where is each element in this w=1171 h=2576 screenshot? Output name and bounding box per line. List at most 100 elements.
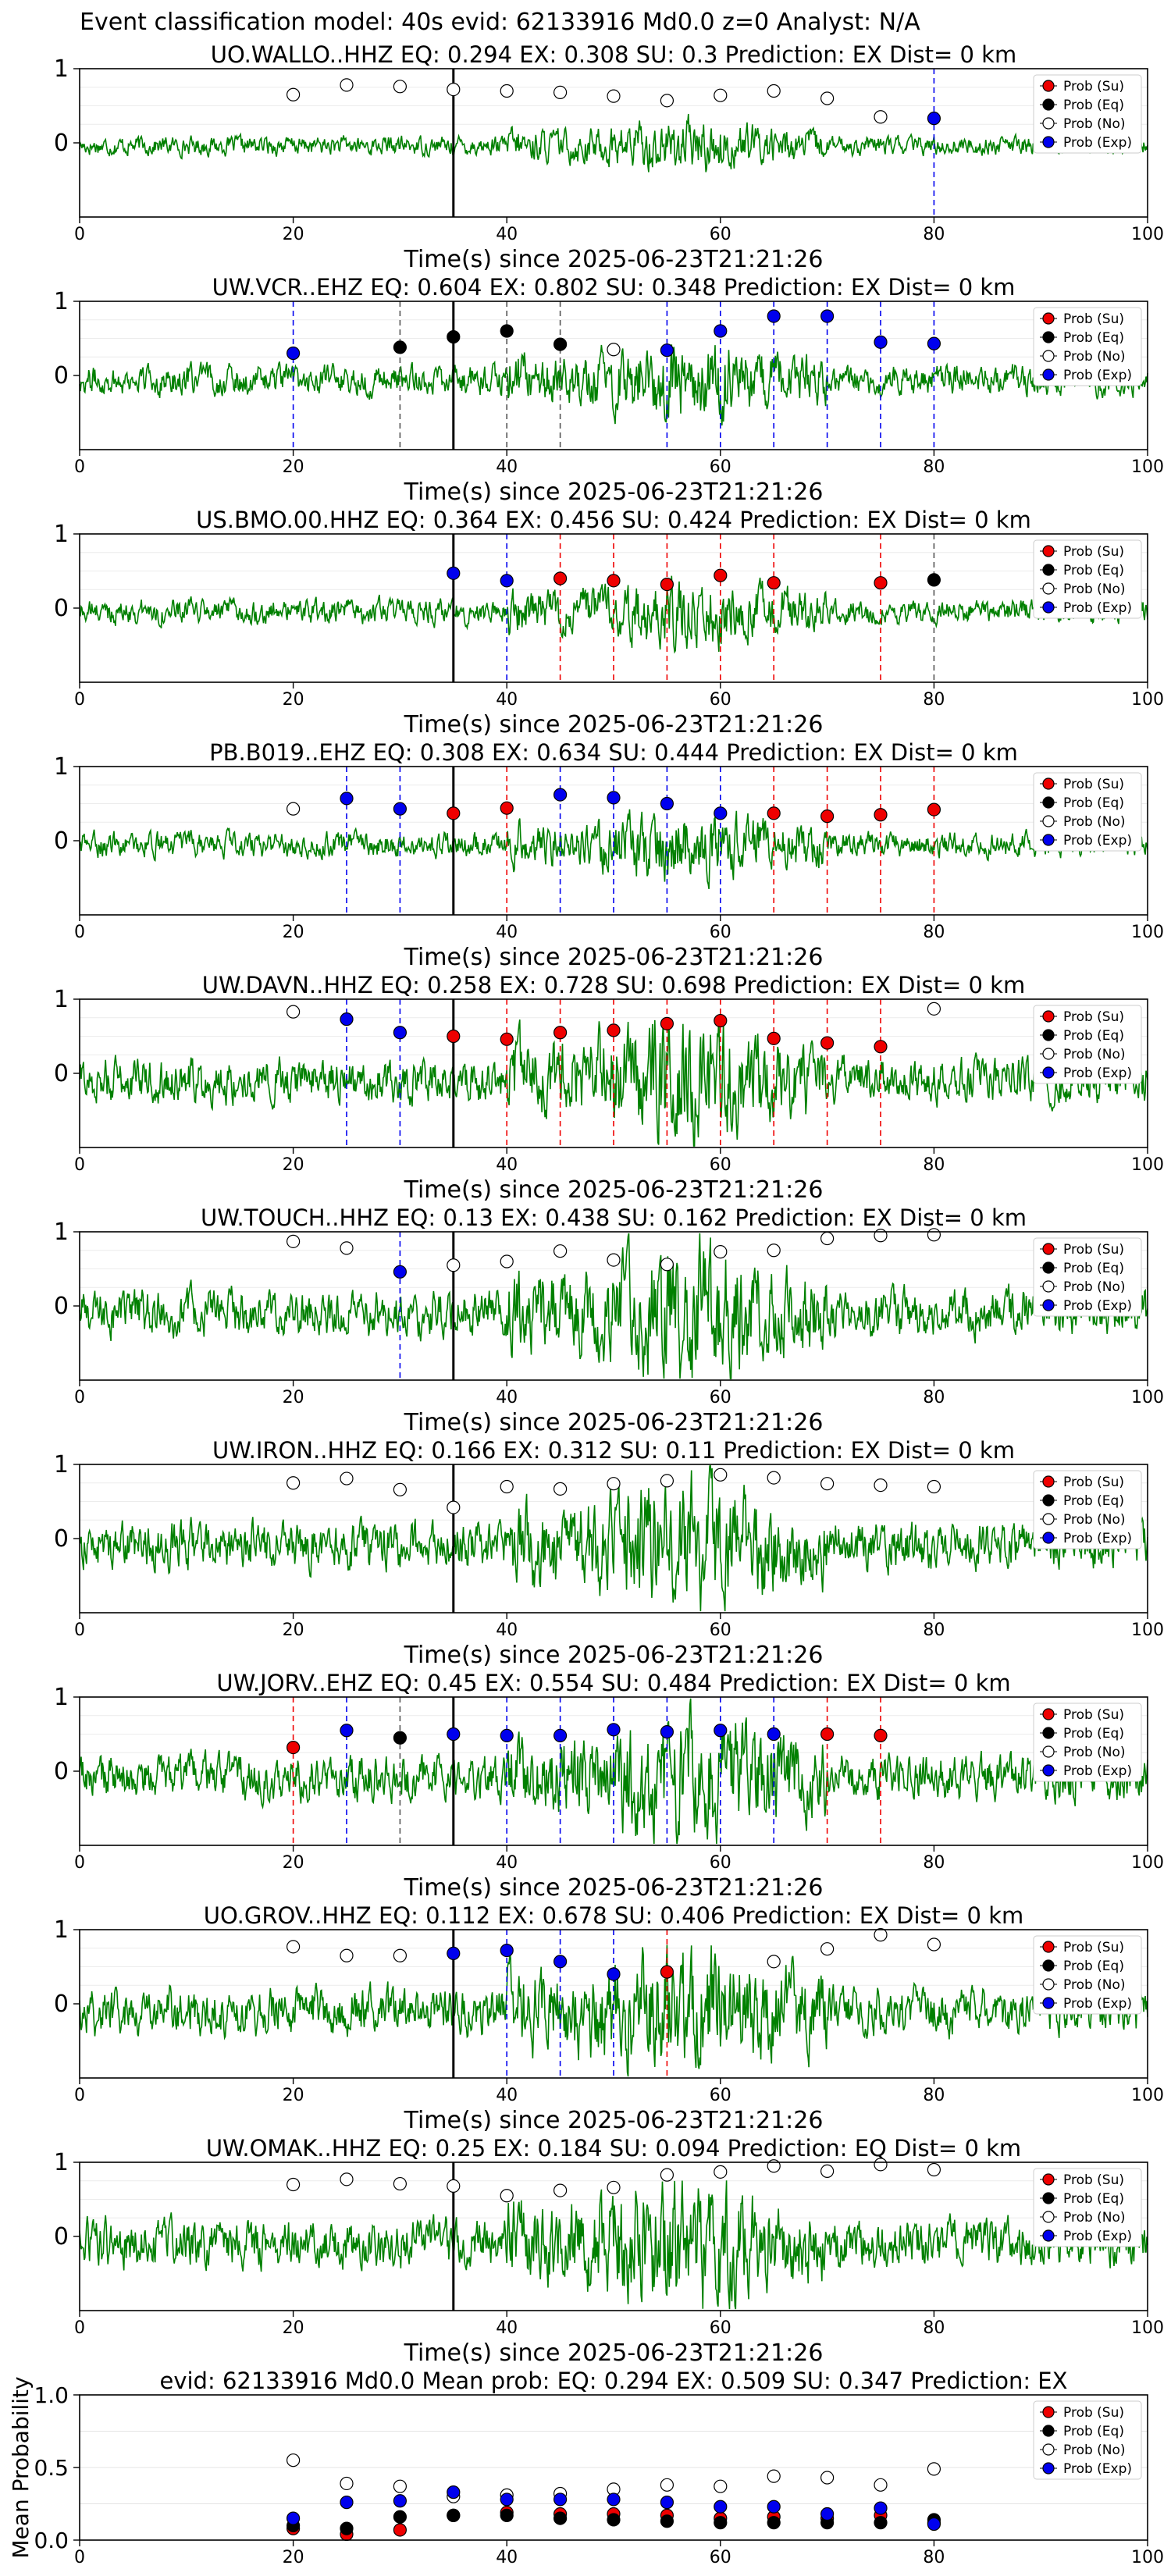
x-tick-label: 20: [283, 1621, 304, 1640]
prob-marker-no: [287, 87, 301, 101]
x-tick-label: 100: [1131, 1853, 1164, 1873]
legend-label-eq: Prob (Eq): [1063, 1261, 1124, 1276]
mean-marker-exp: [393, 2494, 408, 2508]
prob-marker-no: [714, 2165, 728, 2179]
mean-marker-exp: [500, 2492, 514, 2507]
legend: Prob (Su) Prob (Eq) Prob (No) Prob (Exp): [1033, 1703, 1142, 1782]
x-tick-label: 20: [283, 1155, 304, 1175]
prob-marker-eq: [553, 337, 568, 351]
legend-marker-su: [1042, 1475, 1055, 1488]
x-tick-label: 40: [496, 923, 518, 942]
prob-marker-exp: [820, 309, 835, 323]
prob-marker-no: [340, 1471, 354, 1485]
prob-marker-no: [500, 2189, 514, 2203]
station-panel-3: US.BMO.00.HHZ EQ: 0.364 EX: 0.456 SU: 0.…: [54, 507, 1164, 738]
x-tick-label: 100: [1131, 2548, 1164, 2567]
x-tick-label: 60: [710, 457, 731, 477]
legend: Prob (Su) Prob (Eq) Prob (No) Prob (Exp): [1033, 1005, 1142, 1084]
legend-label-eq: Prob (Eq): [1063, 330, 1124, 346]
legend-frame: [1033, 1005, 1142, 1084]
waveform-trace: [79, 1698, 1148, 1845]
mean-marker-eq: [340, 2521, 354, 2535]
x-tick-label: 80: [923, 225, 945, 244]
legend-marker-eq: [1042, 1727, 1055, 1739]
legend-marker-su: [1042, 545, 1055, 557]
prob-marker-exp: [767, 309, 781, 323]
y-tick-label: 0: [54, 1525, 69, 1553]
legend-label-eq: Prob (Eq): [1063, 1493, 1124, 1509]
mean-marker-no: [820, 2471, 835, 2485]
prob-marker-exp: [874, 335, 888, 349]
prob-marker-exp: [714, 1724, 728, 1738]
prob-marker-no: [714, 88, 728, 102]
prob-marker-su: [607, 574, 621, 588]
legend-marker-exp: [1042, 136, 1055, 148]
prob-marker-no: [287, 1940, 301, 1954]
mean-marker-eq: [447, 2508, 461, 2522]
x-tick-label: 80: [923, 1155, 945, 1175]
prob-marker-no: [820, 91, 835, 105]
panel-title: UW.VCR..EHZ EQ: 0.604 EX: 0.802 SU: 0.34…: [212, 274, 1016, 301]
prob-marker-no: [287, 1476, 301, 1490]
prob-marker-exp: [553, 788, 568, 802]
mean-marker-eq: [714, 2516, 728, 2530]
legend-label-su: Prob (Su): [1063, 777, 1124, 792]
legend-marker-no: [1042, 2211, 1055, 2223]
x-tick-label: 60: [710, 2548, 731, 2567]
prob-marker-exp: [340, 1724, 354, 1738]
legend-label-eq: Prob (Eq): [1063, 1028, 1124, 1044]
x-tick-label: 20: [283, 2318, 304, 2338]
legend-marker-su: [1042, 1243, 1055, 1255]
x-tick-label: 60: [710, 225, 731, 244]
waveform-trace: [79, 1233, 1148, 1379]
mean-marker-no: [714, 2479, 728, 2493]
x-tick-label: 100: [1131, 2086, 1164, 2105]
legend-label-eq: Prob (Eq): [1063, 795, 1124, 811]
legend-label-su: Prob (Su): [1063, 1009, 1124, 1025]
mean-marker-no: [767, 2469, 781, 2483]
prob-marker-exp: [607, 791, 621, 805]
mean-marker-eq: [660, 2514, 674, 2528]
mean-marker-no: [287, 2453, 301, 2467]
mean-marker-exp: [287, 2511, 301, 2525]
x-tick-label: 0: [74, 1621, 85, 1640]
legend-label-eq: Prob (Eq): [1063, 2191, 1124, 2207]
legend-label-exp: Prob (Exp): [1063, 135, 1132, 151]
x-axis-label: Time(s) since 2025-06-23T21:21:26: [404, 1409, 824, 1436]
x-tick-label: 20: [283, 225, 304, 244]
prob-marker-exp: [714, 324, 728, 338]
y-axis-label: Mean Probability: [8, 2376, 34, 2558]
station-panel-6: UW.TOUCH..HHZ EQ: 0.13 EX: 0.438 SU: 0.1…: [54, 1204, 1164, 1436]
prob-marker-su: [447, 1029, 461, 1044]
prob-marker-no: [340, 78, 354, 92]
prob-marker-exp: [927, 336, 941, 350]
prob-marker-su: [714, 1013, 728, 1028]
legend-label-su: Prob (Su): [1063, 2172, 1124, 2188]
mean-marker-no: [927, 2462, 941, 2476]
prob-marker-exp: [660, 343, 674, 358]
legend-marker-eq: [1042, 98, 1055, 111]
legend-marker-eq: [1042, 1261, 1055, 1274]
legend-marker-su: [1042, 777, 1055, 790]
legend-marker-su: [1042, 2173, 1055, 2186]
waveform-trace: [79, 1465, 1148, 1612]
legend: Prob (Su) Prob (Eq) Prob (No) Prob (Exp): [1033, 772, 1142, 852]
station-panel-10: UW.OMAK..HHZ EQ: 0.25 EX: 0.184 SU: 0.09…: [54, 2135, 1164, 2367]
prob-marker-su: [820, 809, 835, 824]
prob-marker-eq: [393, 340, 408, 354]
x-tick-label: 0: [74, 1155, 85, 1175]
x-tick-label: 60: [710, 1155, 731, 1175]
prob-marker-no: [874, 110, 888, 124]
prob-marker-no: [393, 80, 408, 94]
legend: Prob (Su) Prob (Eq) Prob (No) Prob (Exp): [1033, 2168, 1142, 2247]
waveform-trace: [79, 809, 1148, 890]
panel-title: UW.OMAK..HHZ EQ: 0.25 EX: 0.184 SU: 0.09…: [206, 2135, 1021, 2161]
prob-marker-su: [820, 1727, 835, 1742]
legend-marker-exp: [1042, 1997, 1055, 2009]
panel-title: UW.JORV..EHZ EQ: 0.45 EX: 0.554 SU: 0.48…: [216, 1670, 1010, 1696]
legend-marker-exp: [1042, 1764, 1055, 1777]
waveform-trace: [79, 2180, 1148, 2310]
prob-marker-no: [500, 1254, 514, 1268]
prob-marker-no: [340, 1948, 354, 1962]
prob-marker-no: [553, 85, 568, 100]
